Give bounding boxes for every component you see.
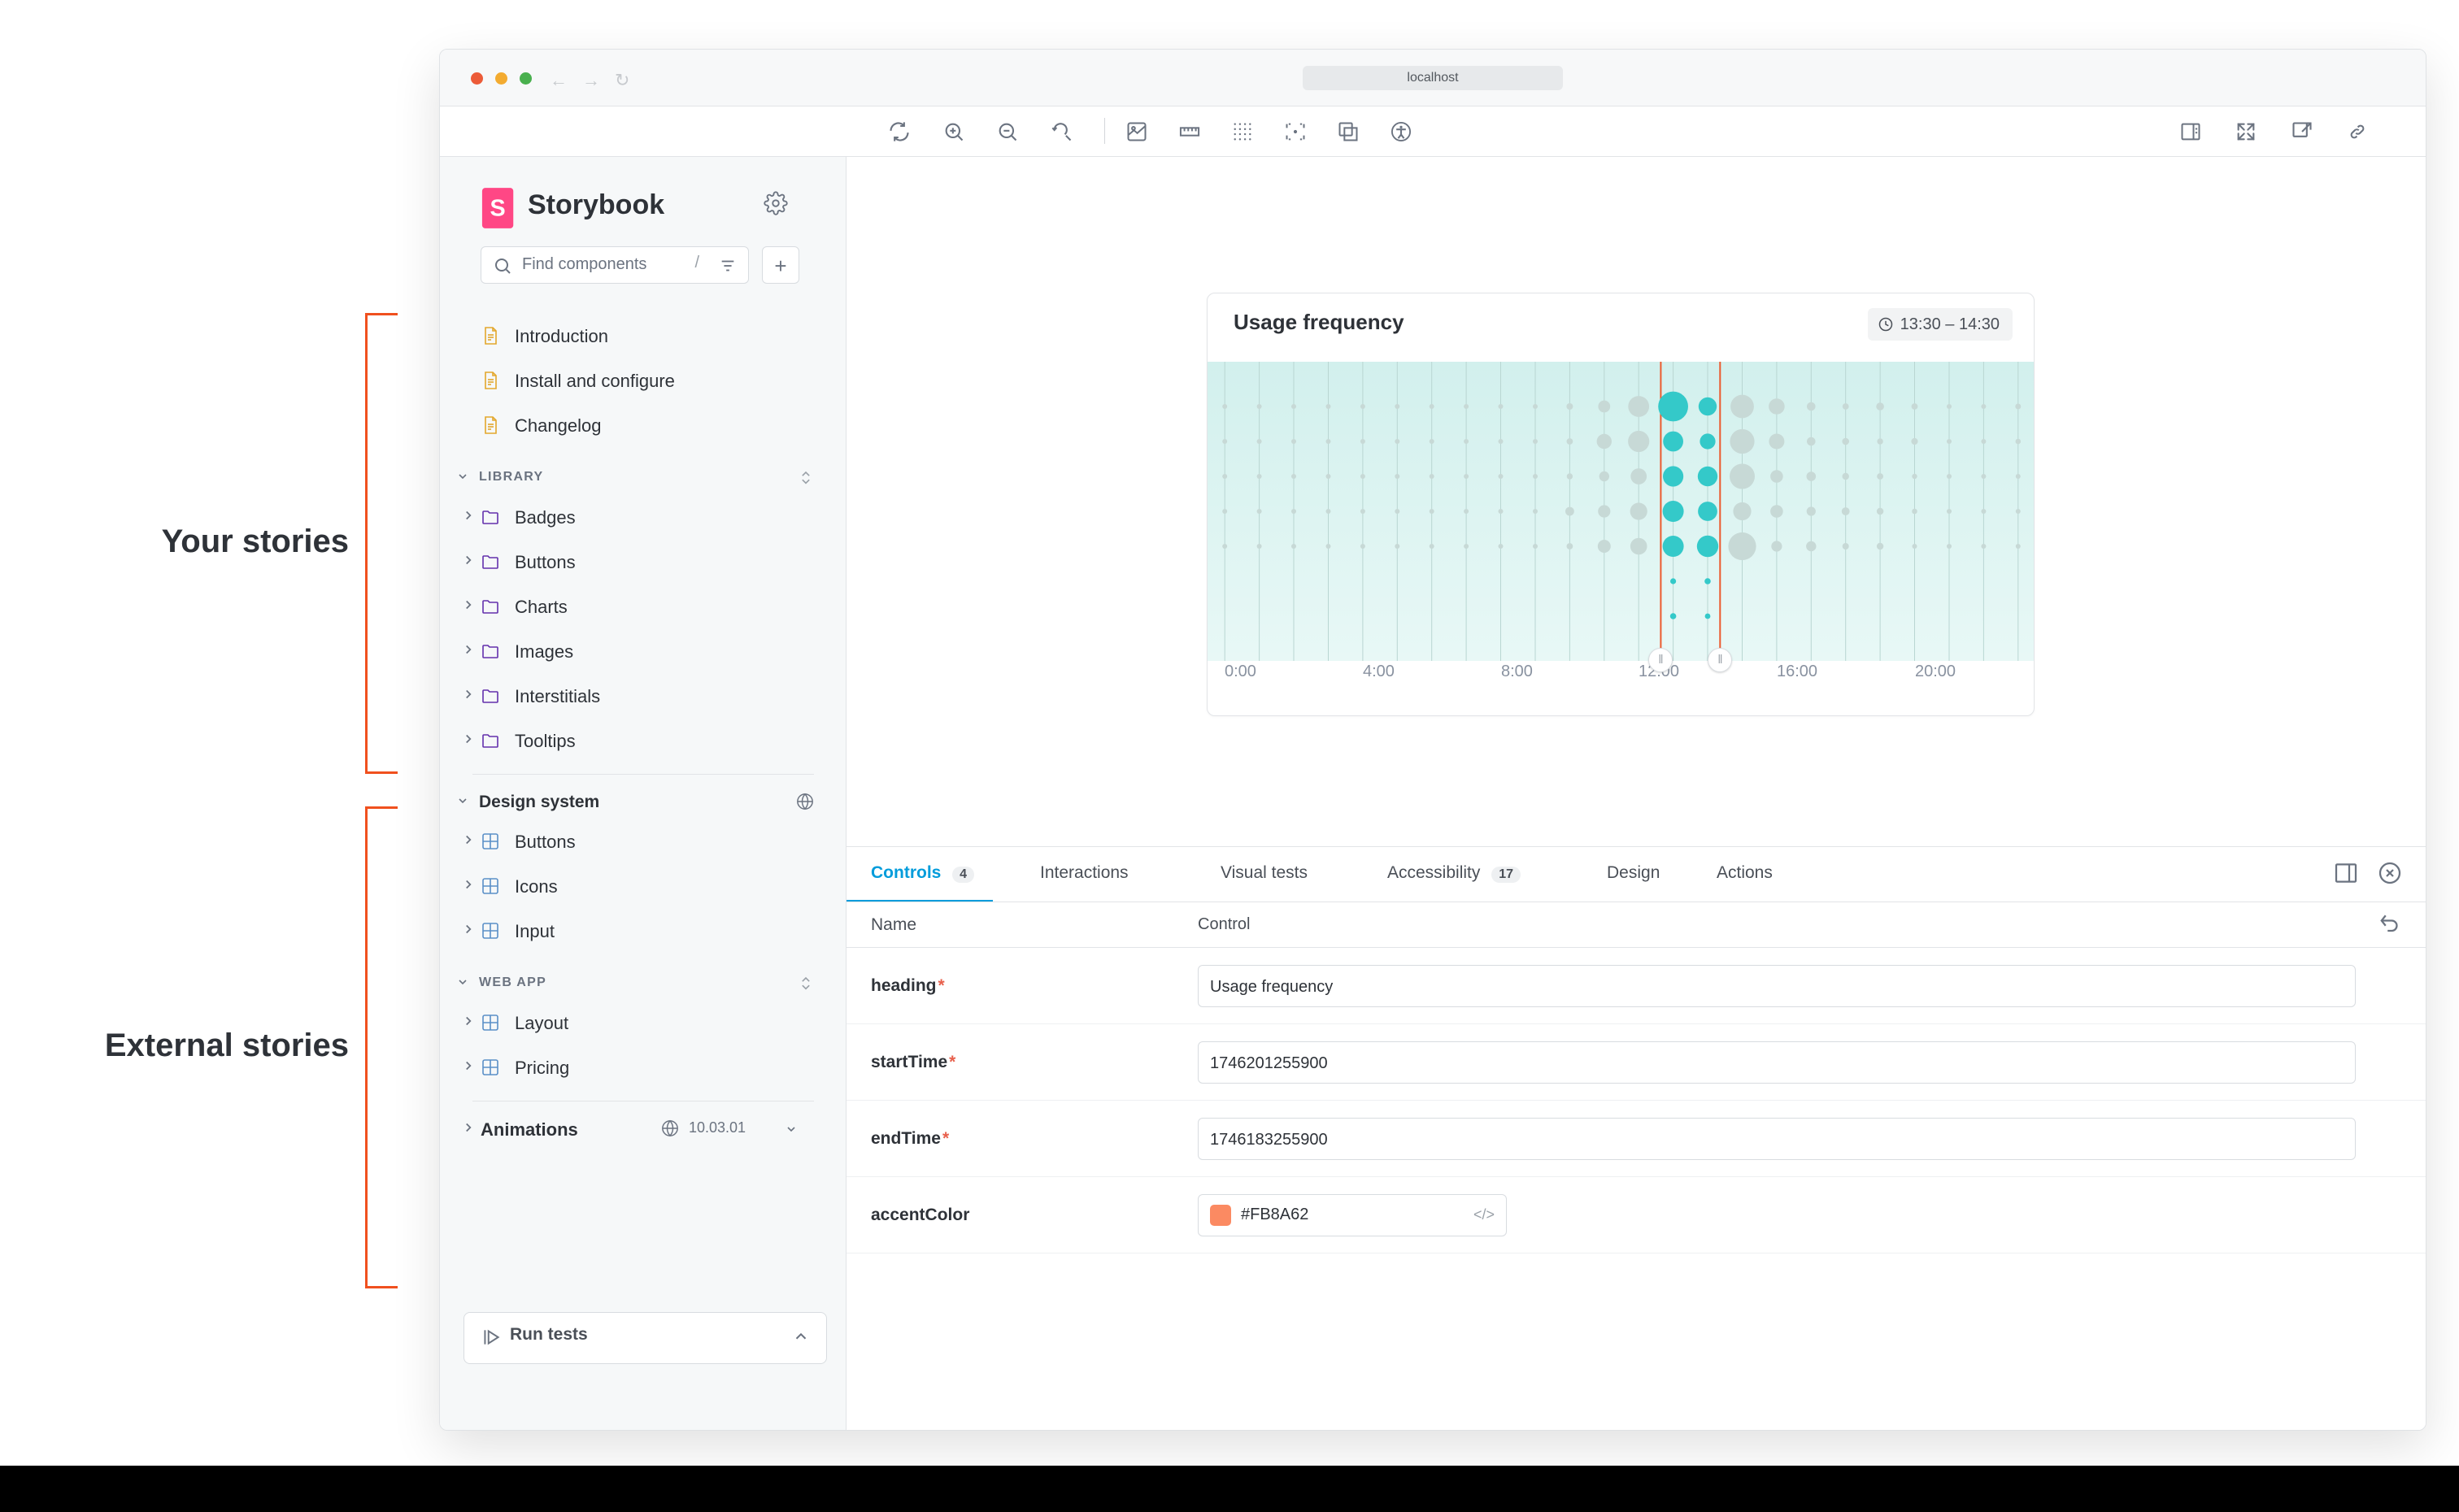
svg-text:S: S [490,196,505,222]
